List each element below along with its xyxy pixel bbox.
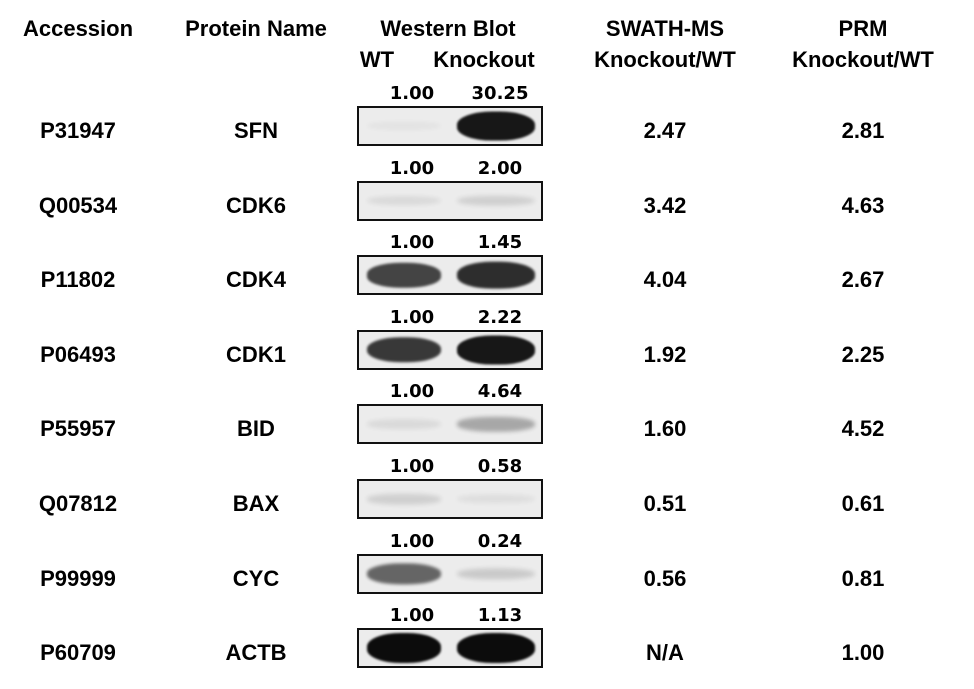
table-row: P31947 SFN 1.00 30.25 2.47 2.81 <box>0 84 974 154</box>
blot-band-knockout <box>457 567 535 580</box>
prm-ratio-cell: 0.61 <box>841 491 885 516</box>
prm-ratio-cell: 4.63 <box>841 192 885 218</box>
header-western-blot: Western Blot <box>380 16 516 41</box>
wb-wt-quant: 1.00 <box>389 605 435 627</box>
western-blot-image <box>357 628 543 669</box>
swath-ratio-cell: 1.60 <box>643 416 687 442</box>
western-blot-image <box>357 255 543 296</box>
western-blot-image <box>357 329 543 370</box>
swath-ratio-cell: 3.42 <box>643 192 687 218</box>
blot-band-wt <box>367 419 441 430</box>
blot-band-wt <box>367 563 441 585</box>
wb-knockout-quant: 0.58 <box>477 456 523 477</box>
wb-wt-quant: 1.00 <box>389 157 435 179</box>
protein-name-cell: CYC <box>232 565 280 591</box>
wb-knockout-quant: 2.00 <box>477 157 523 179</box>
swath-ratio-cell: 0.56 <box>643 565 687 591</box>
accession-cell: P11802 <box>40 267 116 293</box>
wb-wt-quant: 1.00 <box>389 232 435 254</box>
accession-cell: Q00534 <box>38 192 118 218</box>
wb-wt-quant: 1.00 <box>389 306 435 328</box>
header-swath-ms: SWATH-MS <box>605 16 725 41</box>
swath-ratio-cell: 1.92 <box>643 341 687 367</box>
header-protein-name: Protein Name <box>185 16 327 41</box>
wb-knockout-quant: 4.64 <box>477 381 523 403</box>
blot-band-wt <box>367 633 441 664</box>
blot-band-knockout <box>457 494 535 504</box>
accession-cell: P60709 <box>40 640 116 666</box>
prm-ratio-cell: 2.81 <box>841 118 885 143</box>
table-row: P06493 CDK1 1.00 2.22 1.92 2.25 <box>0 306 974 378</box>
accession-cell: Q07812 <box>38 491 118 516</box>
protein-name-cell: SFN <box>234 118 278 143</box>
wb-knockout-quant: 1.13 <box>477 605 523 627</box>
blot-band-knockout <box>457 417 535 432</box>
wb-wt-quant: 1.00 <box>389 456 435 477</box>
wb-knockout-quant: 30.25 <box>471 83 529 104</box>
table-row: Q07812 BAX 1.00 0.58 0.51 0.61 <box>0 457 974 527</box>
table-row: P60709 ACTB 1.00 1.13 N/A 1.00 <box>0 606 974 676</box>
wb-wt-quant: 1.00 <box>389 530 435 552</box>
wb-knockout-quant: 2.22 <box>477 306 523 328</box>
blot-band-knockout <box>457 261 535 289</box>
western-blot-image <box>357 479 543 519</box>
blot-band-knockout <box>457 335 535 365</box>
blot-band-wt <box>367 262 441 288</box>
accession-cell: P06493 <box>40 341 116 367</box>
table-row: P55957 BID 1.00 4.64 1.60 4.52 <box>0 382 974 452</box>
prm-ratio-cell: 2.67 <box>841 267 885 293</box>
western-blot-image <box>357 553 543 594</box>
blot-band-knockout <box>457 633 535 664</box>
accession-cell: P55957 <box>40 416 116 442</box>
header-accession: Accession <box>22 16 134 41</box>
western-blot-image <box>357 404 543 445</box>
swath-ratio-cell: 0.51 <box>643 491 687 516</box>
blot-band-knockout <box>457 111 535 141</box>
protein-name-cell: ACTB <box>225 640 287 666</box>
accession-cell: P99999 <box>40 565 116 591</box>
header-knockout: Knockout <box>433 47 535 72</box>
header-prm-ratio: Knockout/WT <box>792 47 934 72</box>
prm-ratio-cell: 1.00 <box>841 640 885 666</box>
protein-name-cell: CDK4 <box>226 267 286 293</box>
wb-wt-quant: 1.00 <box>389 381 435 403</box>
wb-knockout-quant: 0.24 <box>477 530 523 552</box>
header-prm: PRM <box>838 16 888 41</box>
protein-name-cell: CDK6 <box>226 192 286 218</box>
protein-name-cell: BID <box>237 416 275 442</box>
swath-ratio-cell: N/A <box>646 640 684 666</box>
header-swath-ratio: Knockout/WT <box>594 47 736 72</box>
wb-knockout-quant: 1.45 <box>477 232 523 254</box>
prm-ratio-cell: 0.81 <box>841 565 885 591</box>
header-wt: WT <box>359 47 395 72</box>
blot-band-wt <box>367 493 441 505</box>
table-row: Q00534 CDK6 1.00 2.00 3.42 4.63 <box>0 157 974 229</box>
prm-ratio-cell: 2.25 <box>841 341 885 367</box>
western-blot-image <box>357 180 543 221</box>
table-row: P99999 CYC 1.00 0.24 0.56 0.81 <box>0 530 974 602</box>
wb-wt-quant: 1.00 <box>389 83 435 104</box>
table-row: P11802 CDK4 1.00 1.45 4.04 2.67 <box>0 233 974 303</box>
prm-ratio-cell: 4.52 <box>841 416 885 442</box>
blot-band-wt <box>367 337 441 363</box>
blot-band-wt <box>367 195 441 206</box>
western-blot-image <box>357 106 543 146</box>
protein-name-cell: CDK1 <box>226 341 286 367</box>
swath-ratio-cell: 2.47 <box>643 118 687 143</box>
blot-band-wt <box>367 121 441 131</box>
swath-ratio-cell: 4.04 <box>643 267 687 293</box>
blot-band-knockout <box>457 195 535 206</box>
protein-name-cell: BAX <box>232 491 280 516</box>
accession-cell: P31947 <box>40 118 116 143</box>
